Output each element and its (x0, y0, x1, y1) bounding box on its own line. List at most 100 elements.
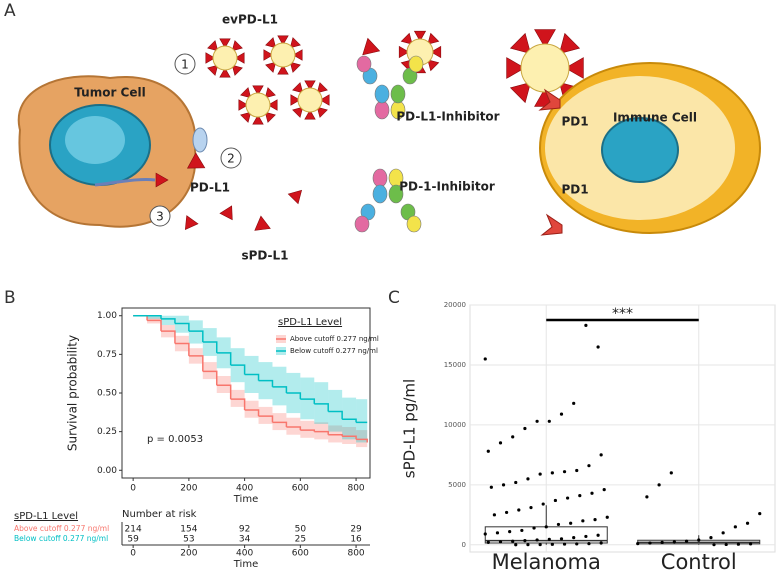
data-point (596, 533, 600, 537)
data-point (562, 470, 567, 474)
pdl1-protein (277, 35, 289, 46)
nucleus-inner (65, 116, 125, 164)
antibody-domain (372, 168, 388, 188)
data-point (489, 485, 493, 489)
pdl1-protein (240, 87, 252, 99)
data-point (553, 498, 558, 503)
data-point (547, 419, 551, 423)
survival-step (314, 403, 329, 412)
data-point (526, 477, 530, 481)
confidence-band (230, 389, 245, 407)
risk-x-tick-label: 400 (236, 549, 253, 559)
data-point (758, 512, 762, 516)
confidence-band (300, 377, 315, 420)
risk-row-label: Below cutoff 0.277 ng/ml (14, 534, 108, 543)
data-point (684, 539, 689, 543)
risk-count: 92 (239, 525, 250, 535)
pdl1-protein (316, 82, 328, 94)
data-point (572, 401, 576, 405)
risk-count: 29 (350, 525, 362, 535)
step-marker (220, 147, 242, 169)
data-point (587, 464, 591, 468)
y-tick-label: 20000 (444, 301, 466, 309)
data-point (529, 506, 533, 510)
data-point (599, 541, 603, 545)
risk-row-label: Above cutoff 0.277 ng/ml (14, 524, 109, 533)
pdl1-protein (427, 32, 440, 45)
pdl1-protein (155, 172, 169, 188)
data-point (547, 537, 551, 542)
risk-count: 59 (127, 535, 139, 545)
data-point (584, 323, 588, 327)
survival-step (161, 318, 176, 324)
data-point (721, 531, 725, 535)
data-point (523, 426, 527, 431)
risk-count: 34 (239, 535, 251, 545)
confidence-band (147, 315, 162, 319)
risk-count: 50 (295, 525, 307, 535)
pdl1-protein (319, 94, 330, 106)
risk-count: 154 (180, 525, 197, 535)
pdl1-protein (264, 111, 276, 123)
data-point (535, 538, 539, 542)
pdl1-protein (240, 111, 252, 123)
pdl1-protein (265, 61, 277, 73)
data-point (511, 539, 515, 543)
data-point (578, 494, 582, 498)
data-point (486, 540, 490, 545)
pdl1-protein (186, 152, 206, 169)
confidence-band (300, 420, 315, 438)
y-tick-label: 0.75 (97, 350, 117, 360)
data-point (538, 542, 542, 547)
data-point (749, 542, 753, 546)
pdl1-protein (207, 40, 219, 52)
exosome (192, 127, 208, 153)
antibody-domain (406, 215, 422, 233)
pdl1-protein (277, 64, 289, 75)
diagram-label: Tumor Cell (74, 86, 145, 100)
diagram-label: sPD-L1 (241, 249, 288, 263)
data-point (559, 537, 564, 541)
pdl1-protein (564, 57, 584, 79)
legend-label: Above cutoff 0.277 ng/ml (290, 335, 379, 343)
antibody-domain (372, 184, 388, 204)
antibody-domain (374, 100, 390, 120)
antibody-domain (356, 55, 372, 73)
x-tick-label: 0 (130, 484, 136, 494)
vesicle (245, 92, 271, 118)
data-point (575, 468, 579, 473)
y-tick-label: 0.00 (97, 466, 117, 476)
pdl1-protein (534, 29, 556, 49)
data-point (544, 525, 548, 529)
step-marker (174, 53, 196, 75)
pdl1-protein (254, 215, 271, 231)
survival-step (230, 364, 246, 375)
data-point (495, 531, 500, 535)
data-point (508, 530, 512, 534)
x-tick-label: 400 (236, 484, 253, 494)
x-tick-label: 800 (347, 484, 364, 494)
antibody-domain (374, 84, 390, 104)
data-point (575, 542, 579, 546)
data-point (559, 412, 564, 416)
pdl1-protein (362, 37, 381, 56)
panel-label: B (4, 288, 16, 308)
survival-step (174, 342, 190, 356)
pd1-receptor (538, 88, 561, 111)
y-axis-label: Survival probability (66, 335, 80, 451)
risk-x-axis-label: Time (233, 559, 258, 570)
pdl1-protein (289, 37, 301, 49)
survival-step (272, 386, 288, 393)
pdl1-protein (263, 49, 274, 61)
pdl1-protein (509, 32, 532, 55)
step-marker (149, 205, 171, 227)
vesicle (297, 87, 323, 113)
risk-count: 25 (295, 535, 306, 545)
confidence-band (161, 315, 175, 325)
data-point (550, 471, 554, 475)
diagram-label: PD-L1-Inhibitor (396, 110, 499, 124)
risk-strata-title: sPD-L1 Level (14, 511, 78, 522)
pdl1-protein (219, 67, 231, 78)
data-point (538, 472, 542, 476)
data-point (526, 543, 530, 547)
